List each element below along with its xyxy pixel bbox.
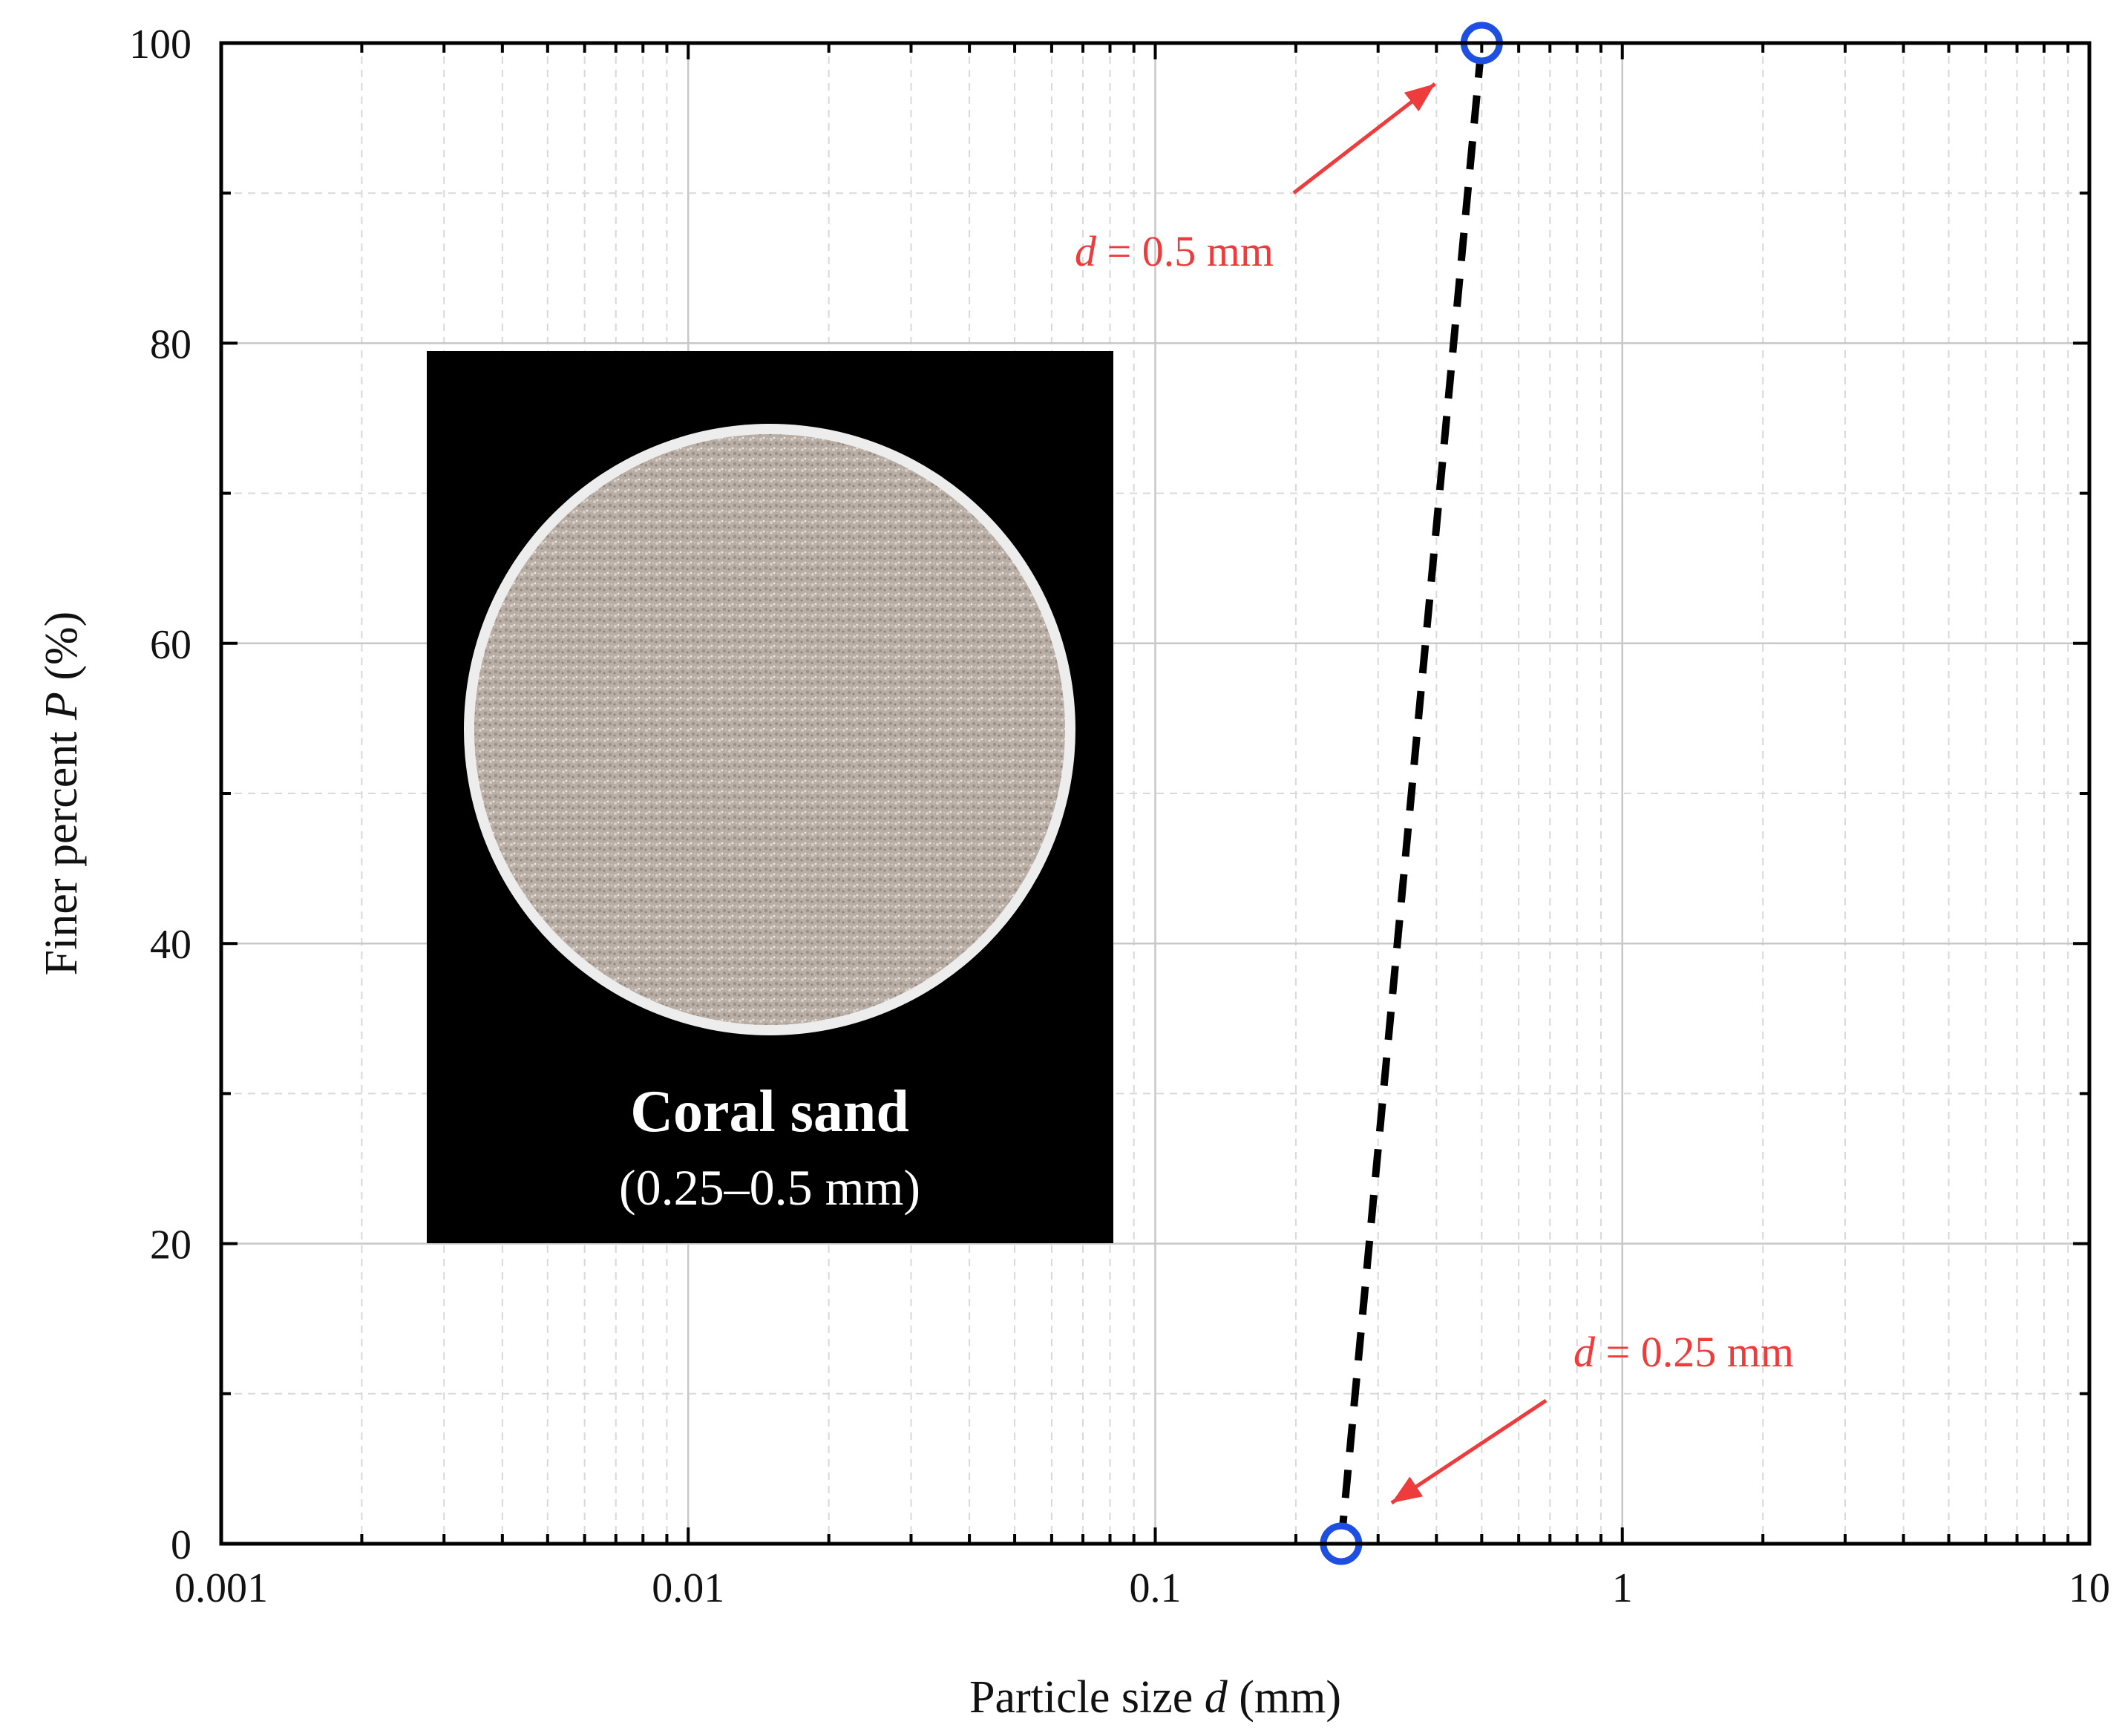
annotation-arrow-upper xyxy=(1292,82,1436,194)
sand-dish-sample xyxy=(474,434,1065,1025)
x-tick-label: 10 xyxy=(2069,1565,2110,1611)
annotations: d = 0.5 mm d = 0.25 mm xyxy=(1075,82,1794,1505)
x-tick-label: 0.001 xyxy=(174,1565,268,1611)
x-tick-label: 1 xyxy=(1612,1565,1633,1611)
x-tick-label: 0.01 xyxy=(652,1565,724,1611)
annotation-label-lower: d = 0.25 mm xyxy=(1574,1328,1794,1376)
y-tick-label: 100 xyxy=(129,22,191,68)
inset-title: Coral sand xyxy=(630,1079,909,1144)
series-line xyxy=(1337,42,1486,1545)
y-tick-label: 40 xyxy=(150,922,191,968)
y-tick-label: 80 xyxy=(150,321,191,367)
x-axis-title: Particle size d (mm) xyxy=(969,1672,1341,1723)
annotation-arrow-lower-head xyxy=(1391,1476,1424,1503)
annotation-arrow-lower xyxy=(1390,1398,1548,1505)
y-tick-label: 20 xyxy=(150,1222,191,1268)
y-tick-label: 0 xyxy=(171,1522,191,1568)
annotation-label-upper: d = 0.5 mm xyxy=(1075,227,1274,275)
y-tick-label: 60 xyxy=(150,622,191,668)
inset-subtitle: (0.25–0.5 mm) xyxy=(619,1159,920,1216)
y-axis-title: Finer percent P (%) xyxy=(36,612,87,976)
coral-sand-photo-inset: Coral sand (0.25–0.5 mm) xyxy=(427,351,1113,1243)
x-tick-label: 0.1 xyxy=(1130,1565,1182,1611)
annotation-arrow-upper-head xyxy=(1404,84,1435,112)
